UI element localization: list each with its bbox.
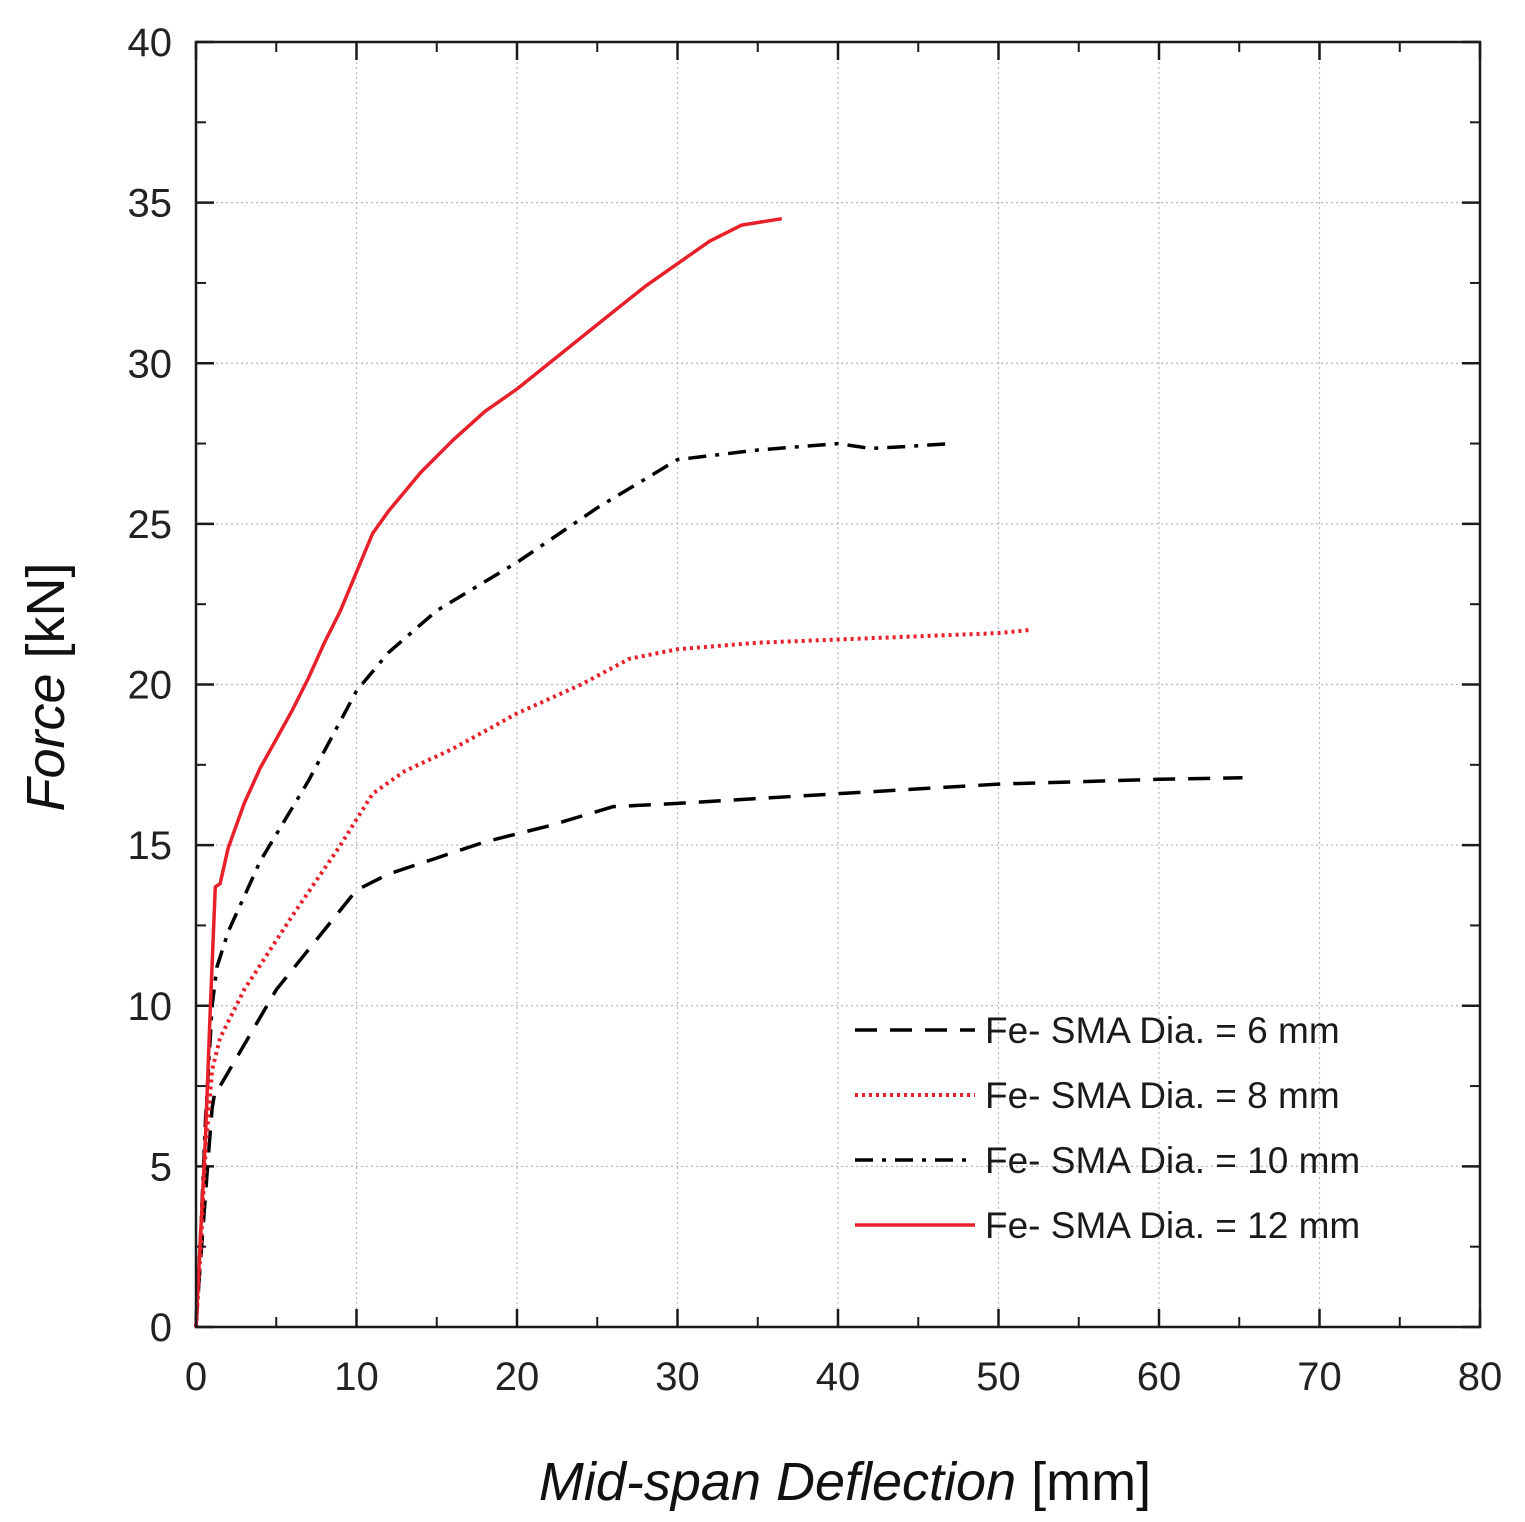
y-axis-title-main: Force (16, 673, 76, 811)
x-tick-label: 40 (816, 1355, 861, 1399)
y-tick-label: 15 (128, 824, 173, 868)
y-tick-label: 25 (128, 503, 173, 547)
grid (196, 42, 1480, 1327)
x-tick-label: 60 (1137, 1355, 1182, 1399)
legend-label-3: Fe- SMA Dia. = 10 mm (985, 1140, 1360, 1181)
y-tick-label: 0 (150, 1306, 172, 1350)
x-axis-title-main: Mid-span Deflection (539, 1452, 1016, 1512)
y-tick-label: 20 (128, 664, 173, 708)
x-tick-label: 80 (1458, 1355, 1503, 1399)
y-tick-label: 40 (128, 21, 173, 65)
x-tick-label: 20 (495, 1355, 540, 1399)
y-tick-label: 10 (128, 985, 173, 1029)
plot-frame (194, 40, 1482, 1329)
x-tick-label: 70 (1297, 1355, 1342, 1399)
y-axis-title: Force [kN] (16, 562, 76, 811)
y-tick-label: 30 (128, 342, 173, 386)
x-tick-label: 30 (655, 1355, 700, 1399)
x-tick-label: 0 (185, 1355, 207, 1399)
legend: Fe- SMA Dia. = 6 mm Fe- SMA Dia. = 8 mm Fe… (855, 1010, 1360, 1246)
legend-label-4: Fe- SMA Dia. = 12 mm (985, 1205, 1360, 1246)
y-tick-label: 5 (150, 1145, 172, 1189)
x-tick-label: 50 (976, 1355, 1021, 1399)
x-tick-label: 10 (334, 1355, 379, 1399)
y-tick-label: 35 (128, 182, 173, 226)
tick-labels: 0 10 20 30 40 50 60 70 80 0 5 10 15 20 25 30 35 40 (128, 21, 1503, 1399)
series-line-2 (194, 627, 1031, 1328)
y-axis-title-unit: [kN] (16, 562, 76, 673)
x-axis-title-unit: [mm] (1016, 1452, 1151, 1512)
legend-label-2: Fe- SMA Dia. = 8 mm (985, 1075, 1340, 1116)
series-line-4 (194, 216, 783, 1328)
legend-label-1: Fe- SMA Dia. = 6 mm (985, 1010, 1340, 1051)
series-line-1 (194, 775, 1243, 1328)
series-lines (194, 216, 1243, 1328)
x-axis-title: Mid-span Deflection [mm] (539, 1452, 1151, 1512)
